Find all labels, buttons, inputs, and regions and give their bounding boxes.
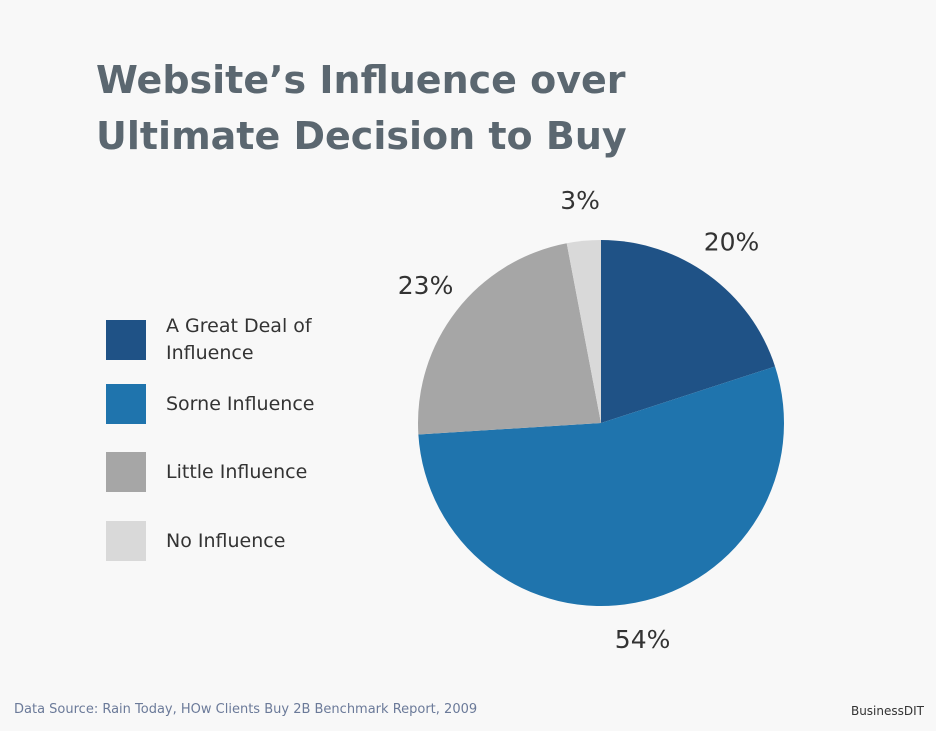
- data-label: 23%: [398, 271, 454, 300]
- legend-label: Little Influence: [166, 460, 308, 483]
- legend-item: Little Influence: [106, 452, 336, 492]
- legend-swatch: [106, 452, 146, 492]
- legend-label: No Influence: [166, 529, 286, 552]
- legend-label: Sorne Influence: [166, 392, 315, 415]
- data-label: 3%: [560, 186, 600, 215]
- legend-swatch: [106, 320, 146, 360]
- legend-swatch: [106, 521, 146, 561]
- pie-slice: [566, 240, 601, 423]
- legend-item: Sorne Influence: [106, 384, 336, 424]
- pie-slice: [601, 240, 776, 423]
- legend-swatch: [106, 384, 146, 424]
- data-label: 54%: [615, 625, 671, 654]
- legend-item: No Influence: [106, 521, 336, 561]
- chart-title: Website’s Influence over Ultimate Decisi…: [96, 58, 627, 158]
- brand: BusinessDIT: [850, 704, 924, 718]
- source-note: Data Source: Rain Today, HOw Clients Buy…: [14, 702, 478, 717]
- legend-label: A Great Deal of Influence: [166, 315, 312, 364]
- pie-slice: [418, 366, 785, 606]
- pie-slice: [418, 243, 601, 435]
- data-label: 20%: [704, 227, 760, 256]
- legend-item: A Great Deal of Influence: [106, 313, 336, 367]
